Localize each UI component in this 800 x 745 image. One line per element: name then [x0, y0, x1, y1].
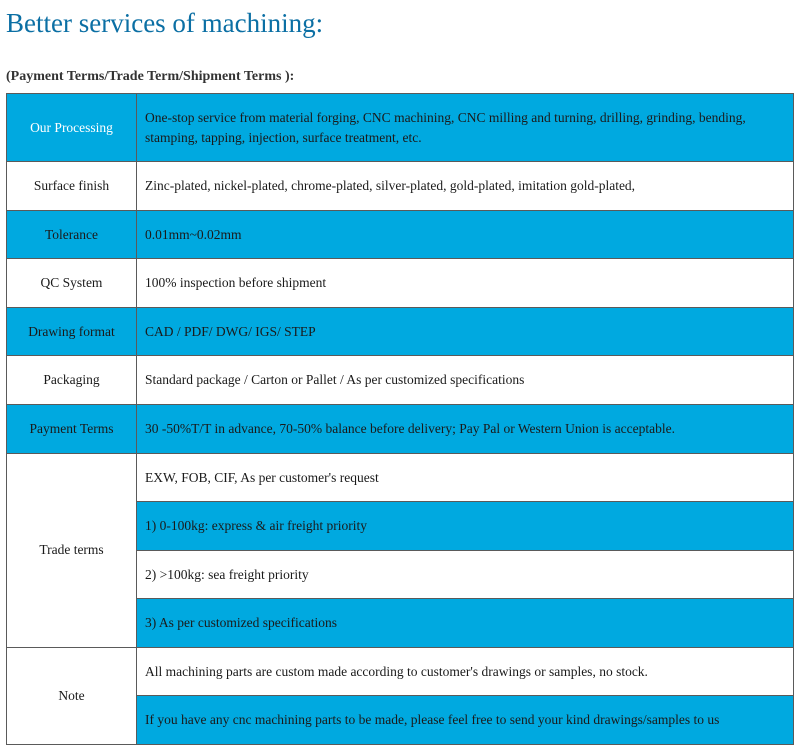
- row-label-note: Note: [7, 647, 137, 744]
- row-label-qc: QC System: [7, 259, 137, 308]
- table-row: Surface finish Zinc-plated, nickel-plate…: [7, 162, 794, 211]
- table-row: Our Processing One-stop service from mat…: [7, 94, 794, 162]
- page-title: Better services of machining:: [6, 8, 794, 39]
- row-value-trade-3: 3) As per customized specifications: [137, 599, 794, 648]
- row-label-trade: Trade terms: [7, 453, 137, 647]
- row-label-tolerance: Tolerance: [7, 210, 137, 259]
- page-subtitle: (Payment Terms/Trade Term/Shipment Terms…: [6, 69, 794, 85]
- table-row: Tolerance 0.01mm~0.02mm: [7, 210, 794, 259]
- row-value-surface: Zinc-plated, nickel-plated, chrome-plate…: [137, 162, 794, 211]
- table-row: QC System 100% inspection before shipmen…: [7, 259, 794, 308]
- row-value-note-0: All machining parts are custom made acco…: [137, 647, 794, 696]
- row-value-qc: 100% inspection before shipment: [137, 259, 794, 308]
- row-value-trade-0: EXW, FOB, CIF, As per customer's request: [137, 453, 794, 502]
- table-row: Trade terms EXW, FOB, CIF, As per custom…: [7, 453, 794, 502]
- row-value-note-1: If you have any cnc machining parts to b…: [137, 696, 794, 745]
- table-row: Packaging Standard package / Carton or P…: [7, 356, 794, 405]
- row-label-drawing: Drawing format: [7, 307, 137, 356]
- table-row: Payment Terms 30 -50%T/T in advance, 70-…: [7, 404, 794, 453]
- row-value-processing: One-stop service from material forging, …: [137, 94, 794, 162]
- row-value-trade-2: 2) >100kg: sea freight priority: [137, 550, 794, 599]
- row-value-drawing: CAD / PDF/ DWG/ IGS/ STEP: [137, 307, 794, 356]
- table-row: Drawing format CAD / PDF/ DWG/ IGS/ STEP: [7, 307, 794, 356]
- row-label-payment: Payment Terms: [7, 404, 137, 453]
- row-value-tolerance: 0.01mm~0.02mm: [137, 210, 794, 259]
- row-label-surface: Surface finish: [7, 162, 137, 211]
- row-label-packaging: Packaging: [7, 356, 137, 405]
- row-value-trade-1: 1) 0-100kg: express & air freight priori…: [137, 502, 794, 551]
- row-value-payment: 30 -50%T/T in advance, 70-50% balance be…: [137, 404, 794, 453]
- services-table: Our Processing One-stop service from mat…: [6, 93, 794, 745]
- row-value-packaging: Standard package / Carton or Pallet / As…: [137, 356, 794, 405]
- row-label-processing: Our Processing: [7, 94, 137, 162]
- table-row: Note All machining parts are custom made…: [7, 647, 794, 696]
